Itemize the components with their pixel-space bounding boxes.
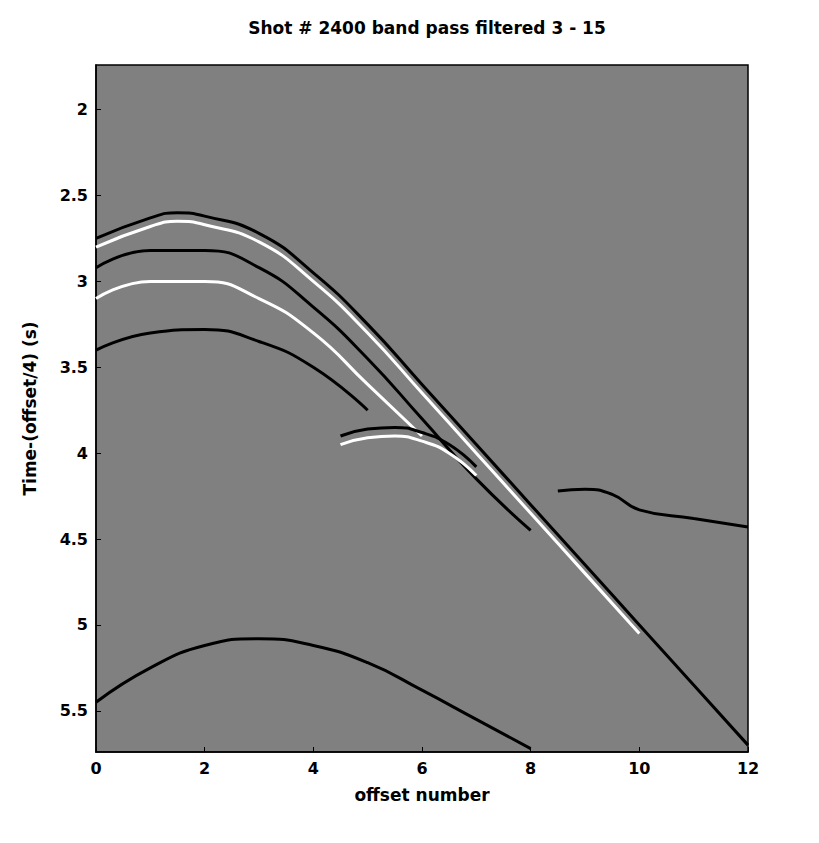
svg-text:10: 10: [628, 759, 650, 778]
svg-text:12: 12: [737, 759, 759, 778]
svg-text:2: 2: [199, 759, 210, 778]
svg-text:4.5: 4.5: [60, 530, 88, 549]
svg-text:offset number: offset number: [354, 785, 490, 805]
svg-text:4: 4: [77, 444, 88, 463]
svg-text:6: 6: [416, 759, 427, 778]
svg-text:2.5: 2.5: [60, 186, 88, 205]
svg-text:4: 4: [308, 759, 319, 778]
svg-text:3: 3: [77, 272, 88, 291]
svg-text:Shot # 2400 band pass filtered: Shot # 2400 band pass filtered 3 - 15: [248, 18, 606, 38]
svg-text:3.5: 3.5: [60, 358, 88, 377]
svg-text:5: 5: [77, 615, 88, 634]
svg-text:0: 0: [90, 759, 101, 778]
svg-text:5.5: 5.5: [60, 701, 88, 720]
svg-text:Time-(offset/4) (s): Time-(offset/4) (s): [20, 321, 40, 495]
svg-text:2: 2: [77, 100, 88, 119]
svg-text:8: 8: [525, 759, 536, 778]
